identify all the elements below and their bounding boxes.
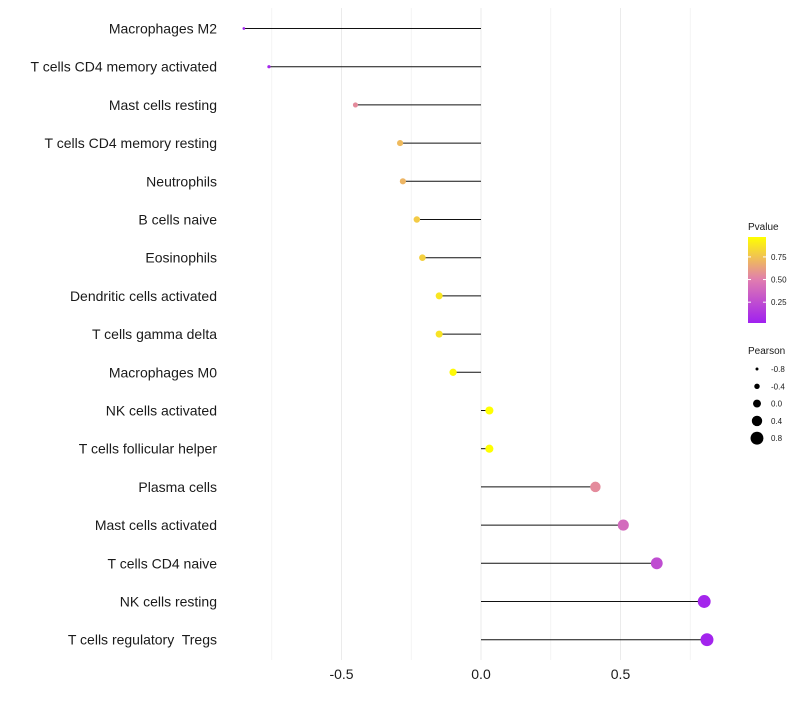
pearson-size-key: [754, 383, 760, 390]
y-category-label: T cells regulatory Tregs: [68, 632, 217, 648]
lollipop-point: [700, 633, 714, 647]
lollipop-point: [399, 178, 406, 185]
y-category-label: T cells gamma delta: [92, 326, 217, 342]
pearson-size-label: -0.8: [771, 365, 785, 374]
pearson-size-key: [750, 431, 764, 445]
y-category-label: T cells follicular helper: [79, 441, 218, 457]
pearson-legend: Pearson -0.8 -0.4 0.0 0.4 0.8: [748, 346, 785, 445]
lollipop-point: [449, 368, 457, 376]
y-category-label: Dendritic cells activated: [70, 288, 217, 304]
pvalue-tick-label: 0.75: [771, 253, 787, 262]
y-category-label: Mast cells activated: [95, 517, 217, 533]
y-category-label: T cells CD4 memory resting: [45, 135, 217, 151]
pearson-legend-title: Pearson: [748, 346, 785, 357]
pvalue-colorbar: [748, 237, 766, 323]
y-axis-labels: Macrophages M2 T cells CD4 memory activat…: [31, 21, 218, 648]
lollipop-point: [397, 140, 404, 147]
pearson-size-label: 0.4: [771, 417, 783, 426]
lollipop-point: [242, 27, 246, 30]
lollipop-point: [419, 254, 426, 262]
y-category-label: Mast cells resting: [109, 97, 217, 113]
x-tick-label: -0.5: [329, 666, 353, 682]
lollipop-point: [435, 292, 443, 300]
y-category-label: Macrophages M0: [109, 364, 217, 380]
pvalue-tick-label: 0.50: [771, 276, 787, 285]
lollipop-point: [697, 595, 711, 608]
pearson-size-label: 0.0: [771, 400, 783, 409]
x-axis-labels: -0.5 0.0 0.5: [329, 666, 630, 682]
pvalue-legend-title: Pvalue: [748, 222, 779, 233]
y-category-label: Eosinophils: [145, 250, 217, 266]
pearson-size-key: [751, 415, 763, 427]
lollipop-point: [435, 330, 443, 338]
pearson-size-key: [755, 367, 759, 371]
lollipop-point: [352, 102, 359, 108]
lollipop-stems: [243, 28, 707, 641]
lollipop-point: [485, 406, 494, 415]
x-tick-label: 0.5: [611, 666, 631, 682]
lollipop-point: [485, 444, 494, 453]
y-category-label: T cells CD4 naive: [108, 555, 218, 571]
lollipop-point: [650, 557, 663, 570]
y-category-label: NK cells activated: [106, 403, 217, 419]
y-category-label: NK cells resting: [120, 594, 217, 610]
pearson-size-label: -0.4: [771, 382, 785, 391]
y-category-label: T cells CD4 memory activated: [31, 59, 217, 75]
pearson-size-label: 0.8: [771, 434, 783, 443]
y-category-label: Neutrophils: [146, 173, 217, 189]
lollipop-point: [590, 481, 601, 493]
lollipop-point: [267, 65, 271, 69]
x-tick-label: 0.0: [471, 666, 491, 682]
lollipop-points: [242, 27, 714, 647]
pvalue-tick-label: 0.25: [771, 298, 787, 307]
lollipop-point: [617, 519, 629, 531]
lollipop-point: [413, 216, 421, 223]
pvalue-legend: Pvalue 0.25 0.50 0.75: [748, 222, 787, 323]
y-category-label: Plasma cells: [138, 479, 217, 495]
y-category-label: Macrophages M2: [109, 21, 217, 37]
y-category-label: B cells naive: [138, 212, 217, 228]
pearson-size-key: [753, 399, 761, 408]
